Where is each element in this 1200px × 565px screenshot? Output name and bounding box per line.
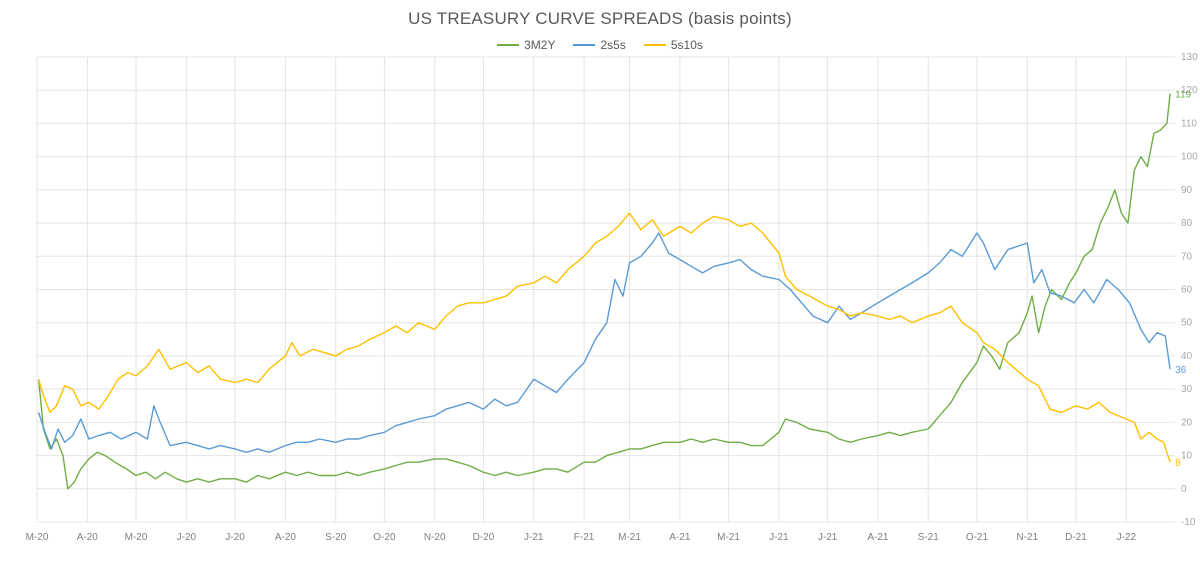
series-layer	[37, 93, 1171, 490]
y-tick-label: 0	[1181, 484, 1187, 495]
grid-layer	[36, 56, 1175, 523]
x-tick-label: S-21	[918, 532, 940, 543]
data-label-2s5s: 36	[1175, 365, 1187, 376]
y-tick-label: 120	[1181, 85, 1198, 96]
x-tick-label: N-20	[424, 532, 446, 543]
x-tick-label: A-20	[77, 532, 99, 543]
y-tick-label: 130	[1181, 52, 1198, 63]
x-tick-label: J-21	[769, 532, 789, 543]
x-tick-label: D-20	[473, 532, 495, 543]
series-line-3m2y	[37, 93, 1171, 490]
x-tick-label: M-20	[125, 532, 148, 543]
y-tick-label: 80	[1181, 218, 1193, 229]
series-line-5s10s	[37, 212, 1171, 463]
y-tick-label: 90	[1181, 185, 1193, 196]
legend-swatch-3m2y	[497, 44, 520, 46]
legend-item-2s5s[interactable]: 2s5s	[573, 38, 626, 52]
legend-label-5s10s: 5s10s	[670, 38, 703, 52]
x-tick-label: O-20	[373, 532, 396, 543]
x-tick-label: J-20	[225, 532, 245, 543]
labels-layer: -10 0 10 20 30 40 50 60 70 80 90 100 110 120 130 M-20 A-…	[26, 52, 1199, 543]
data-label-3m2y: 119	[1175, 90, 1191, 101]
y-tick-label: 10	[1181, 451, 1193, 462]
series-line-2s5s	[37, 232, 1171, 453]
data-label-5s10s: 8	[1175, 458, 1181, 469]
y-tick-label: 40	[1181, 351, 1193, 362]
legend-item-3m2y[interactable]: 3M2Y	[497, 38, 555, 52]
legend-item-5s10s[interactable]: 5s10s	[643, 38, 703, 52]
y-tick-label: 70	[1181, 251, 1193, 262]
x-tick-label: S-20	[325, 532, 347, 543]
x-tick-label: M-21	[618, 532, 641, 543]
y-tick-label: 20	[1181, 417, 1193, 428]
x-tick-label: F-21	[574, 532, 595, 543]
x-tick-label: N-21	[1016, 532, 1038, 543]
legend-swatch-2s5s	[573, 44, 596, 46]
x-tick-label: O-21	[966, 532, 989, 543]
x-tick-label: D-21	[1065, 532, 1087, 543]
y-tick-label: 60	[1181, 285, 1193, 296]
x-tick-label: A-20	[275, 532, 297, 543]
x-tick-label: A-21	[867, 532, 889, 543]
legend-swatch-5s10s	[643, 44, 666, 46]
x-tick-label: M-21	[717, 532, 740, 543]
legend-label-2s5s: 2s5s	[600, 38, 626, 52]
x-tick-label: J-20	[177, 532, 197, 543]
y-tick-label: 100	[1181, 152, 1198, 163]
legend-label-3m2y: 3M2Y	[524, 38, 556, 52]
x-tick-label: J-21	[524, 532, 544, 543]
y-tick-label: 50	[1181, 318, 1193, 329]
x-tick-label: M-20	[26, 532, 49, 543]
x-tick-label: A-21	[669, 532, 691, 543]
chart-title: US TREASURY CURVE SPREADS (basis points)	[408, 9, 792, 28]
y-tick-label: 110	[1181, 118, 1197, 129]
y-tick-label: 30	[1181, 384, 1193, 395]
chart-legend: 3M2Y 2s5s 5s10s	[0, 38, 1200, 52]
x-tick-label: J-21	[818, 532, 838, 543]
x-tick-label: J-22	[1117, 532, 1137, 543]
y-tick-label: -10	[1181, 517, 1196, 528]
